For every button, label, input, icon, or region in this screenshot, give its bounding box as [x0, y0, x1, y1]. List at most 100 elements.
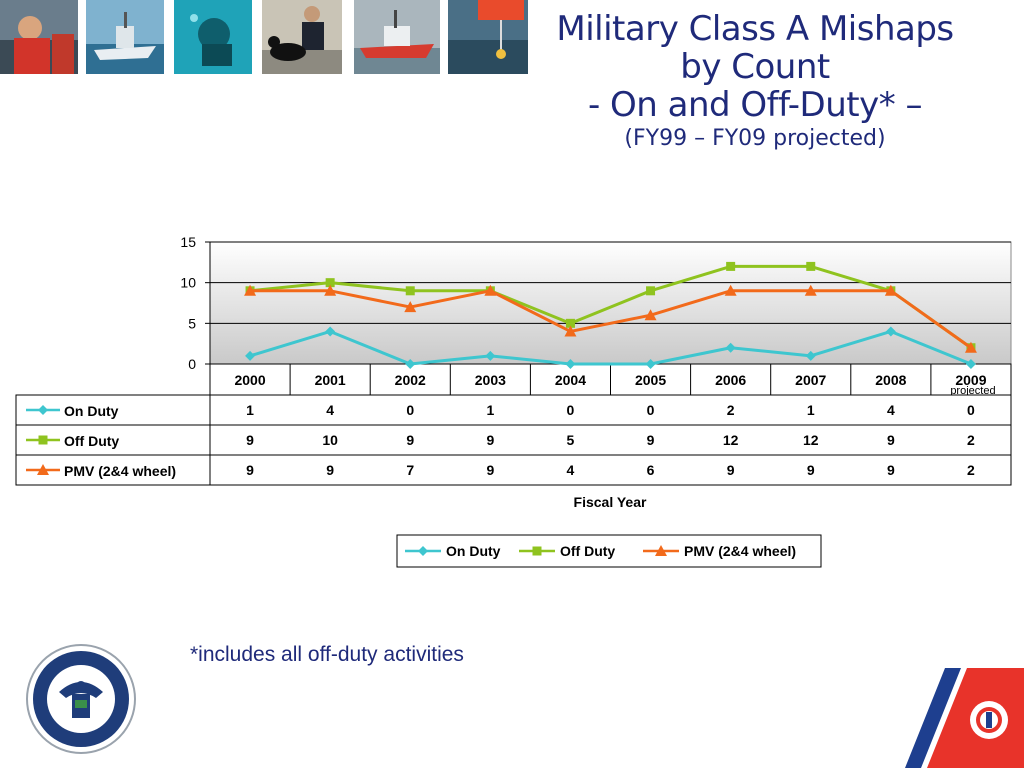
- table-value-off-duty: 9: [406, 432, 414, 448]
- data-point-pmv-2-4-wheel: [244, 284, 257, 296]
- table-key-marker-on-duty: [38, 405, 48, 415]
- table-body: [15, 394, 1012, 486]
- table-value-pmv-2-4-wheel: 4: [567, 462, 575, 478]
- patrol-boat-photo: [86, 0, 164, 74]
- data-point-pmv-2-4-wheel: [884, 284, 897, 296]
- table-value-off-duty: 12: [723, 432, 739, 448]
- table-value-on-duty: 2: [727, 402, 735, 418]
- data-point-pmv-2-4-wheel: [404, 301, 417, 313]
- rescue-crew-photo: [0, 0, 78, 74]
- legend-label-pmv-2-4-wheel: PMV (2&4 wheel): [684, 543, 796, 559]
- table-value-pmv-2-4-wheel: 9: [326, 462, 334, 478]
- data-point-pmv-2-4-wheel: [484, 284, 497, 296]
- diver-photo: [174, 0, 252, 74]
- x-tick-label: 2001: [315, 372, 346, 388]
- legend-key-marker-off-duty: [532, 546, 542, 556]
- title-line-3: - On and Off-Duty* –: [587, 85, 923, 125]
- data-point-on-duty: [245, 350, 256, 361]
- table-value-pmv-2-4-wheel: 7: [406, 462, 414, 478]
- title-line-1: Military Class A Mishaps: [556, 9, 954, 49]
- table-value-off-duty: 9: [486, 432, 494, 448]
- legend-key-marker-pmv-2-4-wheel: [655, 545, 667, 556]
- category-note: projected: [950, 385, 995, 397]
- table-value-pmv-2-4-wheel: 9: [486, 462, 494, 478]
- table-value-on-duty: 4: [887, 402, 895, 418]
- x-tick-label: 2006: [715, 372, 746, 388]
- series-line-on-duty: [249, 329, 972, 366]
- table-row-label-off-duty: Off Duty: [64, 433, 119, 449]
- data-point-on-duty: [645, 359, 656, 369]
- data-point-off-duty: [405, 286, 415, 296]
- table-value-pmv-2-4-wheel: 9: [887, 462, 895, 478]
- data-point-pmv-2-4-wheel: [644, 309, 657, 321]
- table-value-pmv-2-4-wheel: 9: [246, 462, 254, 478]
- uscg-stripe-logo: [905, 668, 1024, 773]
- table-value-on-duty: 0: [406, 402, 414, 418]
- table-value-off-duty: 9: [647, 432, 655, 448]
- x-tick-label: 2004: [555, 372, 586, 388]
- x-axis-title: Fiscal Year: [574, 494, 647, 510]
- y-tick-label: 5: [188, 315, 196, 331]
- table-value-pmv-2-4-wheel: 2: [967, 462, 975, 478]
- table-row-label-pmv-2-4-wheel: PMV (2&4 wheel): [64, 463, 176, 479]
- table-value-on-duty: 1: [807, 402, 815, 418]
- data-point-pmv-2-4-wheel: [804, 284, 817, 296]
- x-tick-label: 2007: [795, 372, 826, 388]
- legend-label-on-duty: On Duty: [446, 543, 501, 559]
- series-line-pmv-2-4-wheel: [250, 289, 972, 349]
- x-tick-label: 2005: [635, 372, 666, 388]
- data-point-on-duty: [485, 350, 496, 361]
- table-key-marker-off-duty: [38, 435, 48, 445]
- table-value-on-duty: 0: [967, 402, 975, 418]
- table-value-pmv-2-4-wheel: 6: [647, 462, 655, 478]
- response-boat-photo: [354, 0, 440, 74]
- data-point-off-duty: [726, 261, 736, 271]
- data-point-on-duty: [565, 359, 576, 369]
- table-value-on-duty: 0: [647, 402, 655, 418]
- dog-handler-photo: [262, 0, 342, 74]
- legend-box: [396, 534, 822, 568]
- data-point-off-duty: [325, 278, 335, 288]
- data-point-on-duty: [885, 326, 896, 337]
- table-value-on-duty: 4: [326, 402, 334, 418]
- data-point-pmv-2-4-wheel: [324, 284, 337, 296]
- data-point-off-duty: [565, 318, 575, 328]
- x-tick-label: 2002: [395, 372, 426, 388]
- table-value-on-duty: 1: [246, 402, 254, 418]
- table-value-off-duty: 9: [246, 432, 254, 448]
- data-point-on-duty: [805, 350, 816, 361]
- y-tick-label: 0: [188, 356, 196, 372]
- title-line-2: by Count: [680, 47, 830, 87]
- x-tick-label: 2003: [475, 372, 506, 388]
- table-value-off-duty: 12: [803, 432, 819, 448]
- table-value-off-duty: 9: [887, 432, 895, 448]
- table-value-pmv-2-4-wheel: 9: [807, 462, 815, 478]
- data-point-off-duty: [806, 261, 816, 271]
- table-value-off-duty: 2: [967, 432, 975, 448]
- x-tick-label: 2008: [875, 372, 906, 388]
- slide-title: Military Class A Mishaps by Count - On a…: [520, 10, 990, 154]
- table-value-on-duty: 0: [567, 402, 575, 418]
- legend-label-off-duty: Off Duty: [560, 543, 615, 559]
- table-value-off-duty: 5: [567, 432, 575, 448]
- data-point-on-duty: [405, 359, 416, 369]
- table-key-marker-pmv-2-4-wheel: [37, 464, 49, 475]
- dhs-seal-logo: [24, 644, 138, 759]
- data-point-pmv-2-4-wheel: [964, 341, 977, 353]
- data-point-on-duty: [325, 326, 336, 337]
- helicopter-rescue-photo: [448, 0, 528, 74]
- legend-key-marker-on-duty: [418, 546, 428, 556]
- x-tick-label: 2000: [234, 372, 265, 388]
- table-row-label-on-duty: On Duty: [64, 403, 119, 419]
- data-point-pmv-2-4-wheel: [724, 284, 737, 296]
- x-tick-label: 2009: [955, 372, 986, 388]
- table-value-on-duty: 1: [486, 402, 494, 418]
- data-point-on-duty: [725, 342, 736, 353]
- data-point-off-duty: [646, 286, 656, 296]
- table-value-off-duty: 10: [322, 432, 338, 448]
- y-tick-label: 15: [180, 234, 196, 250]
- subtitle: (FY99 – FY09 projected): [624, 126, 886, 151]
- table-value-pmv-2-4-wheel: 9: [727, 462, 735, 478]
- plot-area: [209, 241, 1012, 365]
